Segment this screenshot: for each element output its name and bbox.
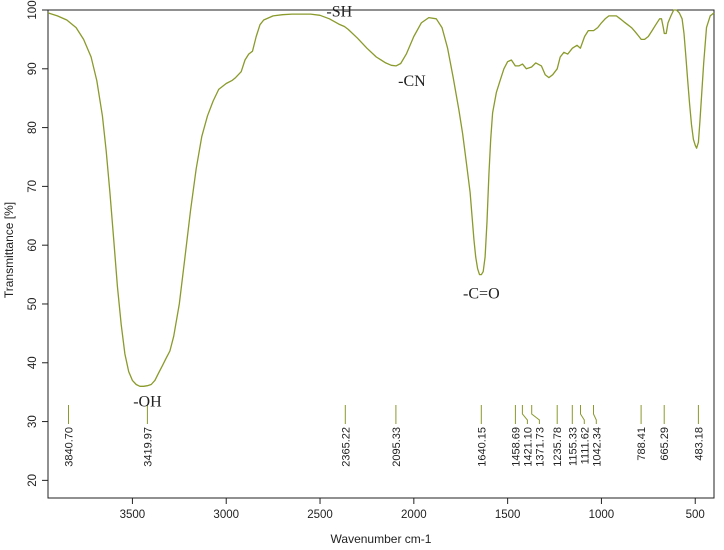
plot-frame [47,9,715,499]
y-tick-label: 80 [27,121,39,134]
x-tick-label: 2500 [307,509,333,521]
x-tick-label: 1500 [495,509,521,521]
peak-marker-label: 1155.33 [567,427,579,466]
peak-marker: 1111.62 [579,405,591,464]
x-tick-label: 500 [686,509,705,521]
peak-marker: 1458.69 [510,405,522,467]
peak-marker-label: 2365.22 [340,427,352,467]
x-axis: 3500 3000 2500 2000 1500 1000 500 [120,498,705,521]
x-tick-label: 3500 [120,509,146,521]
annotation-label: -CN [398,73,426,90]
peak-marker: 3840.70 [64,405,76,467]
annotation-label: -OH [133,393,162,410]
peak-marker-label: 3840.70 [64,427,76,467]
peak-marker-line [580,405,585,424]
peak-marker: 1042.34 [591,405,603,467]
annotation-label: -C=O [463,286,500,303]
peak-marker-label: 665.29 [659,427,671,461]
peak-marker: 1155.33 [567,405,579,466]
spectrum-line [47,9,715,387]
peak-marker-line [531,405,540,424]
y-tick-label: 70 [27,180,39,193]
y-tick-label: 60 [27,239,39,252]
series-group [47,9,715,387]
peak-marker: 1421.10 [521,405,534,467]
y-axis-title: Transmittance [%] [2,202,16,298]
peak-marker: 788.41 [636,405,648,461]
x-tick-label: 2000 [401,509,427,521]
plot-border [47,9,715,499]
x-axis-title: Wavenumber cm-1 [331,532,432,546]
peak-marker-label: 483.18 [693,427,705,461]
peak-marker-label: 1235.78 [552,427,564,467]
peak-markers: 3840.70 3419.97 2365.22 2095.33 1640.15 1458.… [64,405,705,467]
y-tick-label: 100 [27,0,39,19]
y-tick-label: 30 [27,415,39,428]
peak-marker-label: 1421.10 [522,427,534,467]
peak-marker: 1640.15 [476,405,488,467]
x-tick-label: 1000 [589,509,615,521]
peak-marker: 2365.22 [340,405,352,467]
peak-marker-label: 1371.73 [534,427,546,467]
peak-marker: 3419.97 [142,405,154,467]
peak-marker-line [521,405,528,424]
peak-marker-label: 1042.34 [591,427,603,467]
peak-marker-label: 2095.33 [391,427,403,467]
y-tick-label: 90 [27,62,39,75]
annotations: -OH -SH -CN -C=O [133,3,499,410]
peak-marker: 2095.33 [391,405,403,467]
peak-marker: 1235.78 [552,405,564,467]
y-tick-label: 20 [27,474,39,487]
peak-marker: 1371.73 [531,405,546,467]
x-tick-label: 3000 [213,509,239,521]
peak-marker-label: 1640.15 [476,427,488,467]
peak-marker-line [593,405,597,424]
y-tick-label: 50 [27,298,39,311]
y-tick-label: 40 [27,356,39,369]
peak-marker-label: 3419.97 [142,427,154,467]
y-axis: 20 30 40 50 60 70 80 90 100 [27,0,48,487]
annotation-label: -SH [326,3,352,20]
peak-marker-label: 788.41 [636,427,648,461]
peak-marker-label: 1111.62 [579,427,591,464]
peak-marker-label: 1458.69 [510,427,522,467]
peak-marker: 665.29 [659,405,671,461]
peak-marker: 483.18 [693,405,705,461]
